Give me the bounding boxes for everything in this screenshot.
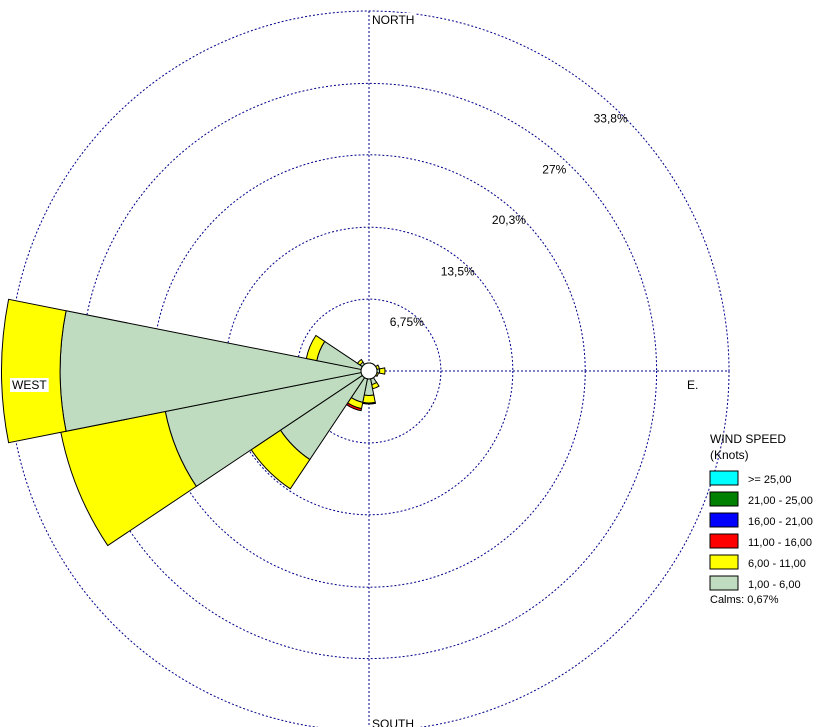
legend-swatch-1 (709, 470, 739, 486)
legend: WIND SPEED (Knots) >= 25,00 21,00 - 25,00 16… (709, 432, 813, 606)
petal-315-band-2 (356, 358, 364, 366)
legend-swatch-3 (709, 512, 739, 528)
legend-label-6: 1,00 - 6,00 (748, 579, 801, 591)
ring-label-3: 20,3% (492, 213, 526, 227)
petal-180-band-2 (362, 394, 376, 404)
direction-label-north: NORTH (372, 13, 414, 27)
ring-label-5: 33,8% (594, 111, 628, 125)
ring-label-1: 6,75% (390, 315, 424, 329)
petal-292.5-band-2 (305, 334, 326, 362)
ring-label-4: 27% (542, 163, 566, 177)
ring-labels: 6,75% 13,5% 20,3% 27% 33,8% (390, 111, 628, 329)
direction-label-bg-east (685, 378, 701, 392)
legend-subtitle: (Knots) (710, 448, 749, 462)
wind-petals (1, 298, 386, 547)
legend-label-5: 6,00 - 11,00 (748, 558, 806, 570)
ring-label-2: 13,5% (441, 264, 475, 278)
direction-label-bg-north (370, 13, 417, 27)
legend-swatch-2 (709, 491, 739, 507)
legend-label-1: >= 25,00 (748, 474, 791, 486)
legend-label-4: 11,00 - 16,00 (748, 537, 812, 549)
direction-label-east: E. (687, 378, 698, 392)
legend-label-3: 16,00 - 21,00 (748, 516, 813, 528)
petal-180-band-3 (361, 401, 377, 405)
petal-90-band-2 (378, 367, 386, 375)
direction-label-south: SOUTH (372, 717, 414, 727)
legend-calms: Calms: 0,67% (710, 594, 779, 606)
direction-label-bg-south (370, 717, 416, 727)
legend-title: WIND SPEED (710, 432, 786, 446)
legend-swatch-5 (709, 554, 739, 570)
direction-label-bg-west (10, 378, 49, 392)
legend-swatch-4 (709, 533, 739, 549)
range-ring-4 (80, 82, 658, 660)
direction-labels: NORTH SOUTH E. WEST (10, 13, 701, 727)
direction-label-west: WEST (12, 378, 47, 392)
range-ring-5 (8, 10, 730, 727)
calm-center-circle (360, 362, 378, 380)
legend-swatch-6 (709, 575, 739, 591)
petal-270-band-2 (1, 298, 67, 444)
legend-label-2: 21,00 - 25,00 (748, 495, 813, 507)
